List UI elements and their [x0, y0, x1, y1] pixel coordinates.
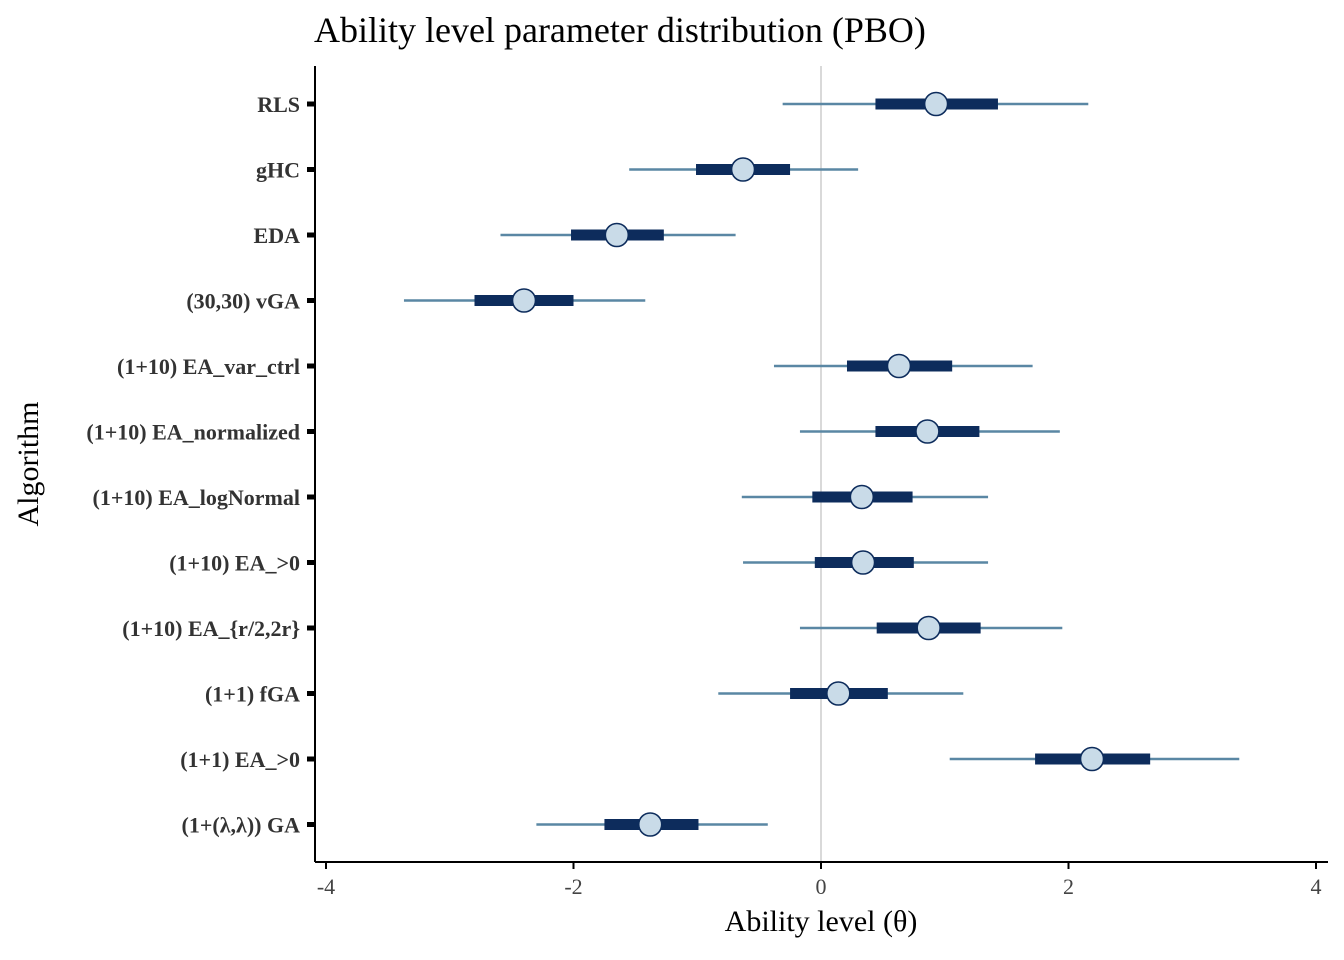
- y-tick-label: gHC: [256, 158, 300, 183]
- x-axis-title: Ability level (θ): [725, 905, 918, 938]
- y-tick-label: (1+10) EA_normalized: [86, 420, 300, 445]
- y-tick-label: (1+(λ,λ)) GA: [182, 813, 301, 838]
- y-tick-label: (30,30) vGA: [186, 289, 300, 314]
- y-tick-label: (1+10) EA_var_ctrl: [117, 354, 300, 379]
- y-tick-label: (1+10) EA_{r/2,2r}: [122, 616, 300, 641]
- median-point: [923, 91, 949, 117]
- x-tick-label: 4: [1311, 874, 1322, 899]
- median-point: [916, 615, 941, 641]
- median-point: [730, 157, 756, 182]
- median-point: [637, 812, 663, 837]
- y-axis-title: Algorithm: [12, 402, 45, 527]
- median-point: [849, 484, 875, 510]
- median-point: [604, 222, 630, 248]
- median-point: [511, 288, 537, 313]
- plot-area: -4 -2 0 2 4 RLS gHC EDA (30,30) vGA (1+10) EA_var…: [86, 66, 1328, 899]
- y-tick-label: (1+10) EA_logNormal: [93, 485, 300, 510]
- y-tick-label: EDA: [254, 223, 301, 248]
- x-tick-label: 2: [1063, 874, 1074, 899]
- median-point: [1079, 746, 1105, 772]
- y-tick-label: (1+10) EA_>0: [169, 551, 300, 576]
- x-tick-label: 0: [816, 874, 827, 899]
- median-point: [850, 550, 876, 575]
- y-tick-label: (1+1) fGA: [205, 682, 300, 707]
- chart-title: Ability level parameter distribution (PB…: [314, 10, 926, 50]
- median-point: [886, 353, 912, 379]
- median-point: [915, 419, 940, 444]
- x-tick-label: -4: [317, 874, 335, 899]
- x-tick-label: -2: [564, 874, 582, 899]
- y-tick-label: RLS: [257, 92, 300, 117]
- median-point: [826, 681, 851, 706]
- y-tick-label: (1+1) EA_>0: [180, 747, 300, 772]
